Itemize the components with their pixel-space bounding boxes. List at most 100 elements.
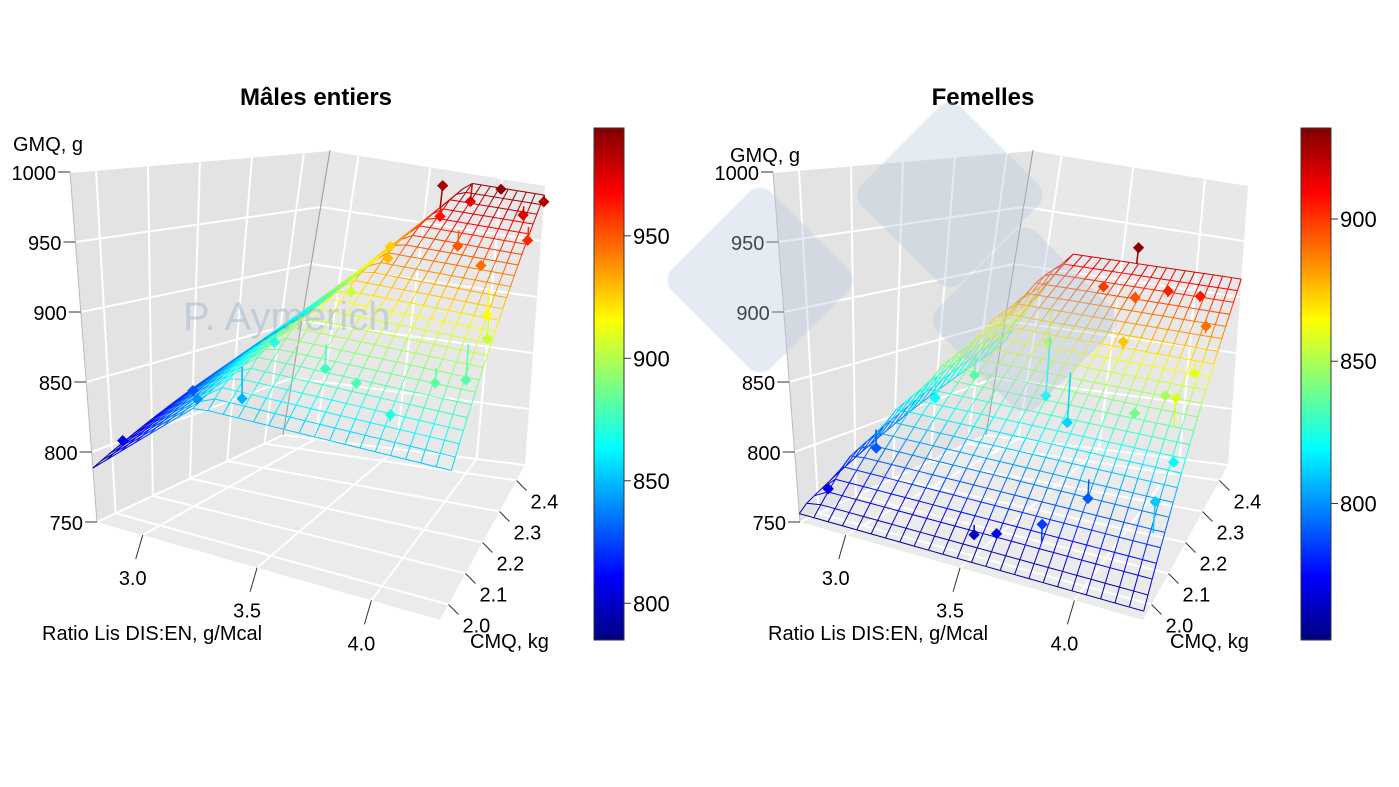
- surface-mesh-segment: [1123, 555, 1129, 572]
- surface-mesh-segment: [1003, 318, 1018, 336]
- y-tick-label: 2.3: [514, 523, 542, 545]
- surface-mesh-segment: [385, 373, 392, 386]
- surface-mesh-segment: [450, 221, 458, 232]
- surface-mesh-segment: [1086, 529, 1093, 546]
- surface-mesh-segment: [1175, 268, 1186, 272]
- surface-mesh-segment: [993, 309, 1007, 328]
- surface-mesh-segment: [410, 246, 418, 258]
- surface-mesh-segment: [898, 510, 913, 516]
- surface-mesh-segment: [1128, 540, 1134, 557]
- surface-mesh-segment: [156, 418, 172, 428]
- surface-mesh-segment: [250, 367, 266, 373]
- surface-mesh-segment: [362, 355, 370, 368]
- surface-mesh-segment: [1191, 359, 1203, 363]
- surface-mesh-segment: [1189, 321, 1195, 334]
- surface-mesh-segment: [970, 384, 984, 388]
- surface-mesh-segment: [939, 490, 954, 496]
- surface-mesh-segment: [374, 333, 381, 345]
- surface-mesh-segment: [985, 341, 996, 349]
- surface-mesh-segment: [975, 386, 984, 400]
- surface-mesh-segment: [993, 320, 1003, 328]
- surface-mesh-segment: [1110, 306, 1122, 310]
- surface-mesh-segment: [351, 267, 364, 278]
- surface-mesh-segment: [205, 372, 220, 383]
- surface-mesh-segment: [994, 349, 1007, 353]
- surface-mesh-segment: [442, 385, 448, 399]
- surface-mesh-segment: [1193, 374, 1199, 389]
- surface-mesh-segment: [920, 531, 935, 537]
- surface-mesh-segment: [928, 549, 943, 555]
- surface-mesh-segment: [229, 390, 238, 403]
- surface-mesh-segment: [1202, 349, 1208, 363]
- surface-mesh-segment: [1092, 305, 1101, 317]
- surface-mesh-segment: [1143, 277, 1152, 289]
- surface-mesh-segment: [1125, 321, 1136, 325]
- surface-mesh-segment: [1032, 453, 1046, 458]
- surface-mesh-segment: [1085, 465, 1099, 470]
- surface-mesh-segment: [392, 254, 400, 266]
- surface-mesh-segment: [1088, 410, 1096, 424]
- surface-mesh-segment: [438, 398, 444, 412]
- surface-mesh-segment: [1172, 455, 1186, 460]
- surface-mesh-segment: [467, 244, 479, 248]
- data-point: [475, 259, 487, 272]
- wall-gridline: [985, 434, 1229, 466]
- surface-mesh-segment: [986, 349, 996, 362]
- surface-mesh-segment: [404, 416, 420, 421]
- surface-mesh-segment: [999, 460, 1014, 466]
- z-axis-label: GMQ, g: [13, 134, 83, 156]
- surface-mesh-segment: [345, 391, 353, 404]
- surface-mesh-segment: [1227, 288, 1238, 292]
- surface-mesh-segment: [449, 199, 460, 202]
- surface-mesh-segment: [199, 387, 215, 397]
- surface-mesh-segment: [222, 359, 237, 370]
- surface-mesh-segment: [1173, 331, 1180, 344]
- surface-mesh-segment: [1146, 351, 1158, 355]
- surface-mesh-segment: [934, 522, 942, 537]
- surface-mesh-segment: [1076, 420, 1090, 424]
- surface-mesh-segment: [245, 346, 260, 357]
- surface-mesh-segment: [870, 520, 879, 535]
- surface-mesh-segment: [268, 413, 276, 426]
- data-point: [384, 241, 396, 253]
- surface-mesh-segment: [148, 427, 157, 435]
- surface-mesh-segment: [354, 341, 362, 354]
- surface-mesh-segment: [1119, 475, 1126, 490]
- surface-mesh-segment: [532, 214, 538, 225]
- surface-mesh-segment: [1121, 444, 1135, 449]
- surface-mesh-segment: [1025, 397, 1034, 411]
- surface-mesh-segment: [187, 390, 202, 401]
- surface-mesh-segment: [861, 434, 876, 453]
- surface-mesh-segment: [1218, 300, 1225, 313]
- surface-mesh-segment: [1099, 357, 1107, 371]
- surface-mesh-segment: [414, 379, 420, 393]
- surface-mesh-segment: [257, 349, 266, 358]
- surface-mesh-segment: [1222, 275, 1233, 279]
- surface-mesh-segment: [1053, 473, 1067, 478]
- surface-mesh-segment: [455, 349, 462, 362]
- surface-mesh-segment: [842, 525, 857, 531]
- surface-mesh-segment: [442, 346, 448, 360]
- surface-mesh-segment: [1145, 339, 1153, 353]
- surface-mesh-segment: [441, 197, 453, 207]
- surface-mesh-segment: [968, 410, 982, 415]
- surface-mesh-segment: [1183, 283, 1190, 295]
- surface-mesh-segment: [966, 358, 976, 371]
- z-tick-label: 950: [731, 233, 764, 255]
- surface-mesh-segment: [1053, 360, 1066, 364]
- surface-mesh-segment: [1071, 301, 1080, 314]
- surface-mesh-segment: [942, 553, 958, 559]
- surface-mesh-segment: [470, 290, 483, 294]
- surface-mesh-segment: [292, 320, 301, 328]
- surface-mesh-segment: [1168, 502, 1174, 518]
- surface-mesh-segment: [243, 356, 259, 366]
- surface-mesh-segment: [443, 321, 457, 325]
- surface-mesh-segment: [134, 435, 143, 444]
- surface-mesh-segment: [295, 392, 303, 406]
- surface-mesh-segment: [439, 440, 446, 454]
- surface-mesh-segment: [521, 201, 532, 204]
- surface-mesh-segment: [1051, 430, 1059, 445]
- surface-mesh-segment: [379, 297, 387, 310]
- surface-mesh-segment: [366, 295, 374, 307]
- surface-mesh-segment: [1164, 484, 1178, 489]
